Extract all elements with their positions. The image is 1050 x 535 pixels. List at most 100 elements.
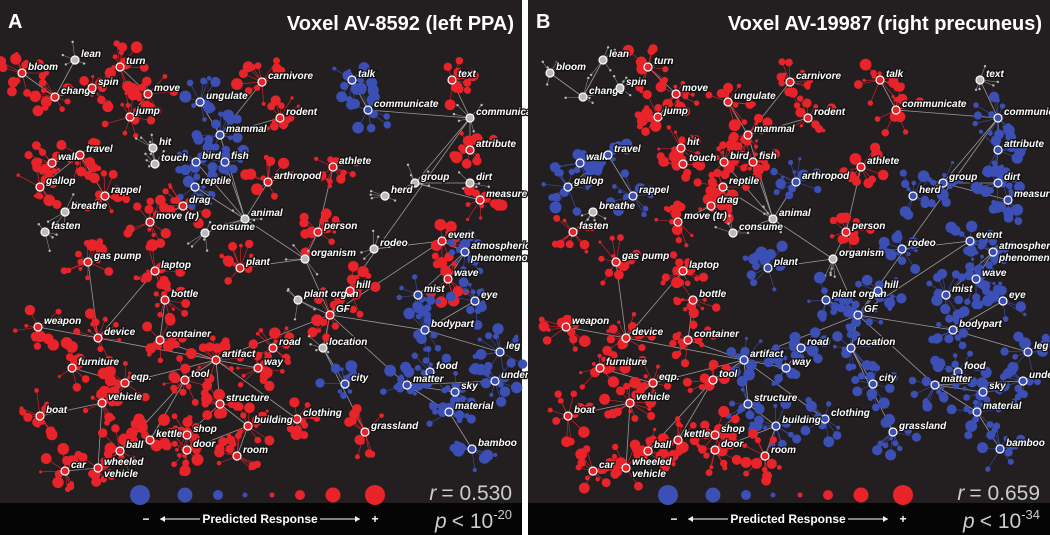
leaf xyxy=(180,363,191,374)
leaf xyxy=(720,459,728,468)
leaf xyxy=(244,87,253,95)
leaf xyxy=(673,130,678,134)
leaf xyxy=(773,403,778,408)
leaf xyxy=(456,260,460,264)
edge xyxy=(747,403,777,427)
leaf xyxy=(635,83,644,92)
node-label: walk xyxy=(58,152,80,163)
leaf xyxy=(471,189,481,198)
node-label: event xyxy=(976,230,1003,241)
leaf xyxy=(387,245,391,249)
leaf xyxy=(637,383,646,392)
node-label: wave xyxy=(982,268,1007,279)
leaf xyxy=(422,357,430,364)
leaf xyxy=(461,158,472,169)
leaf xyxy=(1012,205,1017,210)
leaf xyxy=(745,410,755,420)
node-label: rappel xyxy=(639,185,669,196)
leaf xyxy=(999,380,1010,392)
leaf xyxy=(347,389,353,394)
node xyxy=(771,421,781,431)
leaf xyxy=(40,87,47,94)
edge xyxy=(942,117,999,184)
leaf xyxy=(289,397,300,408)
node xyxy=(621,463,631,473)
leaf xyxy=(231,78,243,90)
leaf xyxy=(606,335,616,344)
leaf xyxy=(144,152,147,156)
leaf xyxy=(761,158,768,166)
leaf xyxy=(141,392,150,402)
leaf xyxy=(493,452,498,457)
leaf xyxy=(369,193,372,196)
leaf xyxy=(746,270,756,280)
leaf xyxy=(754,144,758,149)
leaf xyxy=(112,54,118,60)
leaf xyxy=(236,366,240,370)
node xyxy=(975,75,985,85)
leaf xyxy=(296,104,300,108)
leaf xyxy=(555,60,559,64)
leaf xyxy=(979,280,991,292)
leaf xyxy=(761,475,772,486)
leaf xyxy=(805,396,812,404)
edge xyxy=(447,251,466,280)
leaf xyxy=(598,92,601,96)
leaf xyxy=(612,184,617,189)
leaf xyxy=(267,163,271,167)
node xyxy=(363,105,373,115)
leaf xyxy=(973,111,983,120)
leaf xyxy=(578,335,591,347)
leaf xyxy=(225,113,236,125)
leaf xyxy=(854,80,863,89)
leaf xyxy=(857,372,866,380)
leaf xyxy=(426,291,430,295)
leaf xyxy=(193,134,204,145)
leaf xyxy=(897,256,907,266)
leaf xyxy=(952,353,958,358)
leaf xyxy=(813,414,821,422)
leaf xyxy=(992,282,996,286)
leaf xyxy=(662,66,669,73)
node-label: room xyxy=(771,445,796,456)
node-label: structure xyxy=(226,393,270,404)
leaf xyxy=(171,413,178,420)
node-label: athlete xyxy=(867,156,900,167)
leaf xyxy=(754,415,764,426)
node-label: plant xyxy=(245,257,271,268)
leaf xyxy=(986,229,994,238)
leaf xyxy=(480,300,486,306)
leaf xyxy=(791,369,801,380)
leaf xyxy=(132,108,136,112)
leaf xyxy=(940,386,945,390)
leaf xyxy=(806,344,819,357)
leaf xyxy=(420,182,423,185)
node xyxy=(60,207,70,217)
leaf xyxy=(678,136,686,144)
node-label: car xyxy=(599,460,615,471)
leaf xyxy=(621,367,628,374)
leaf xyxy=(427,170,430,173)
leaf xyxy=(273,57,280,65)
leaf xyxy=(691,305,697,310)
leaf xyxy=(1010,175,1018,183)
leaf xyxy=(740,456,752,468)
node-label: device xyxy=(104,327,136,338)
leaf xyxy=(290,96,294,100)
leaf xyxy=(647,47,656,56)
edge xyxy=(54,59,76,98)
leaf xyxy=(87,329,91,333)
leaf xyxy=(597,466,605,475)
leaf xyxy=(990,135,1002,146)
leaf xyxy=(218,436,228,447)
leaf xyxy=(153,106,162,115)
leaf xyxy=(1007,144,1016,153)
leaf xyxy=(821,287,828,295)
leaf xyxy=(629,439,641,451)
node-label: wave xyxy=(454,268,479,279)
leaf xyxy=(434,345,442,352)
leaf xyxy=(922,401,933,412)
leaf xyxy=(413,391,417,396)
p-exponent: -20 xyxy=(493,507,512,522)
edge xyxy=(304,258,331,316)
